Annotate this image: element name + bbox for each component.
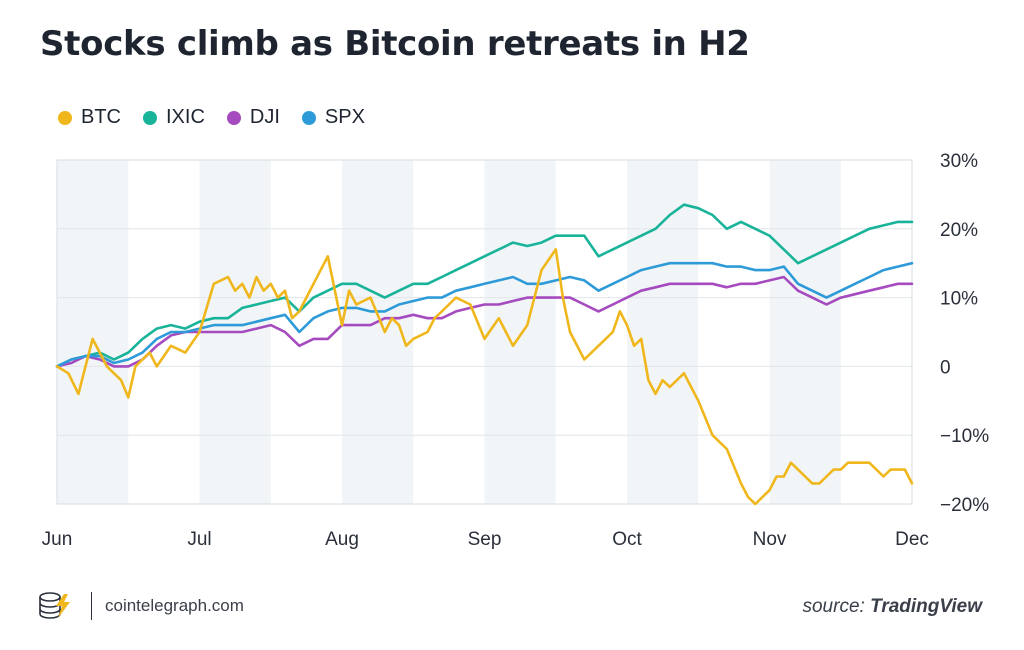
footer-divider	[91, 592, 92, 620]
month-band	[769, 160, 841, 504]
x-tick-label: Jun	[42, 529, 73, 550]
month-band	[484, 160, 556, 504]
month-band	[57, 160, 129, 504]
x-tick-label: Jul	[187, 529, 211, 550]
chart-title: Stocks climb as Bitcoin retreats in H2	[40, 24, 750, 64]
legend-label-btc: BTC	[81, 106, 121, 128]
legend-label-ixic: IXIC	[166, 106, 205, 128]
y-tick-label: 20%	[940, 220, 978, 241]
y-tick-label: −10%	[940, 426, 989, 447]
y-tick-label: 30%	[940, 151, 978, 172]
footer-source: source: TradingView	[802, 596, 982, 618]
plot-border	[56, 159, 913, 505]
legend-swatch-spx	[301, 110, 316, 125]
x-tick-label: Nov	[753, 529, 787, 550]
legend-swatch-dji	[226, 110, 241, 125]
chart-legend: BTC IXIC DJI SPX	[58, 106, 365, 129]
y-tick-label: −20%	[940, 495, 989, 516]
series-line-ixic	[55, 203, 914, 368]
legend-item-ixic[interactable]: IXIC	[143, 106, 205, 129]
legend-swatch-ixic	[143, 110, 157, 125]
month-band	[627, 160, 699, 504]
legend-item-dji[interactable]: DJI	[226, 106, 280, 129]
source-name: TradingView	[870, 596, 982, 617]
y-tick-label: 10%	[940, 289, 978, 310]
cointelegraph-logo-icon	[39, 592, 70, 619]
x-tick-label: Dec	[895, 529, 929, 550]
legend-item-btc[interactable]: BTC	[58, 106, 121, 129]
legend-item-spx[interactable]: SPX	[301, 106, 365, 129]
x-tick-label: Aug	[325, 529, 359, 550]
series-line-btc	[55, 248, 914, 506]
x-tick-label: Sep	[468, 529, 502, 550]
legend-label-dji: DJI	[249, 106, 280, 128]
y-tick-label: 0	[940, 357, 951, 378]
legend-swatch-btc	[58, 110, 72, 125]
footer-site-link[interactable]: cointelegraph.com	[105, 596, 244, 615]
source-label: source:	[802, 596, 865, 617]
x-tick-label: Oct	[612, 529, 642, 550]
legend-label-spx: SPX	[324, 106, 365, 128]
